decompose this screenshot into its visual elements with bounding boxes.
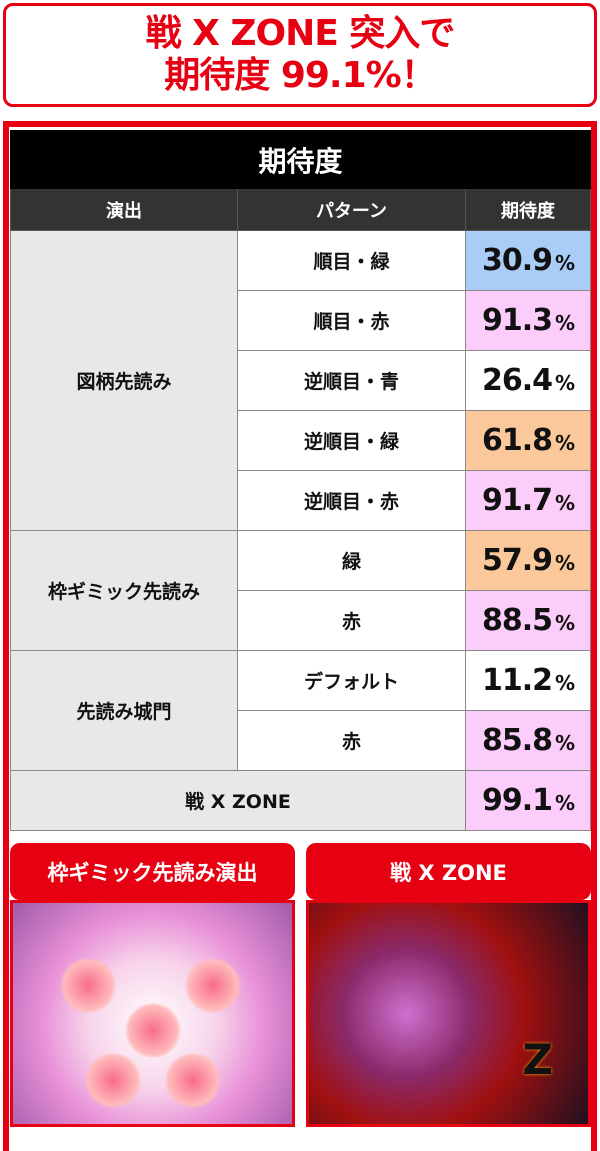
percent-sign: % bbox=[555, 371, 575, 395]
percent-sign: % bbox=[555, 251, 575, 275]
rate-cell: 11.2% bbox=[464, 650, 592, 711]
pattern-cell: 逆順目・赤 bbox=[237, 470, 466, 531]
effect-group-cell: 先読み城門 bbox=[10, 650, 238, 771]
percent-sign: % bbox=[555, 671, 575, 695]
screenshot-x-zone: Z bbox=[306, 900, 591, 1127]
headline-line2: 期待度 99.1%！ bbox=[164, 55, 436, 96]
rate-value: 57.9 bbox=[481, 543, 553, 578]
header-pattern: パターン bbox=[237, 188, 466, 231]
percent-sign: % bbox=[555, 611, 575, 635]
pattern-cell: 順目・赤 bbox=[237, 290, 466, 351]
rate-cell: 26.4% bbox=[464, 350, 592, 411]
rate-cell: 91.3% bbox=[464, 290, 592, 351]
effect-group-cell: 図柄先読み bbox=[10, 230, 238, 531]
percent-sign: % bbox=[555, 731, 575, 755]
table-row: 図柄先読み 順目・緑 30.9% bbox=[10, 230, 592, 531]
rate-cell: 61.8% bbox=[464, 410, 592, 471]
percent-sign: % bbox=[555, 551, 575, 575]
table-row: 赤 88.5% bbox=[11, 590, 592, 651]
pattern-cell: 逆順目・青 bbox=[237, 350, 466, 411]
pattern-cell: 順目・緑 bbox=[237, 230, 466, 291]
rate-value: 99.1 bbox=[481, 783, 553, 818]
expectation-table: 期待度 演出 パターン 期待度 図柄先読み 順目・緑 30.9% 順目・赤 91.3% 逆… bbox=[9, 130, 592, 831]
rate-value: 85.8 bbox=[481, 723, 553, 758]
table-row: 逆順目・赤 91.7% bbox=[11, 470, 592, 531]
headline-box: 戦 X ZONE 突入で 期待度 99.1%！ bbox=[3, 3, 597, 107]
table-row-final: 戦 X ZONE 99.1% bbox=[10, 770, 592, 831]
rate-cell: 57.9% bbox=[464, 530, 592, 591]
rate-value: 61.8 bbox=[481, 423, 553, 458]
rate-value: 91.7 bbox=[481, 483, 553, 518]
percent-sign: % bbox=[555, 311, 575, 335]
header-rate: 期待度 bbox=[464, 188, 592, 231]
rate-value: 26.4 bbox=[481, 363, 553, 398]
pattern-cell: 赤 bbox=[237, 590, 466, 651]
rate-cell: 30.9% bbox=[464, 230, 592, 291]
percent-sign: % bbox=[555, 491, 575, 515]
table-title: 期待度 bbox=[9, 130, 592, 189]
zone-logo-art: Z bbox=[522, 1035, 553, 1084]
rate-value: 91.3 bbox=[481, 303, 553, 338]
table-row: 先読み城門 デフォルト 11.2% bbox=[10, 650, 592, 771]
rate-cell: 85.8% bbox=[464, 710, 592, 771]
rate-value: 30.9 bbox=[481, 243, 553, 278]
caption-frame-gimmick: 枠ギミック先読み演出 bbox=[10, 843, 295, 900]
caption-x-zone: 戦 X ZONE bbox=[306, 843, 591, 900]
rate-cell: 99.1% bbox=[464, 770, 592, 831]
rate-cell: 88.5% bbox=[464, 590, 592, 651]
pattern-cell: デフォルト bbox=[237, 650, 466, 711]
table-row: 枠ギミック先読み緑 57.9% bbox=[10, 530, 592, 651]
percent-sign: % bbox=[555, 431, 575, 455]
headline-line1: 戦 X ZONE 突入で bbox=[145, 13, 456, 54]
effect-group-cell: 枠ギミック先読み bbox=[10, 530, 238, 651]
rate-value: 88.5 bbox=[481, 603, 553, 638]
rate-value: 11.2 bbox=[481, 663, 553, 698]
percent-sign: % bbox=[555, 791, 575, 815]
pattern-cell: 赤 bbox=[237, 710, 466, 771]
pattern-cell: 逆順目・緑 bbox=[237, 410, 466, 471]
effect-final-cell: 戦 X ZONE bbox=[10, 770, 466, 831]
content-frame bbox=[3, 121, 597, 1151]
header-effect: 演出 bbox=[10, 188, 238, 231]
rate-cell: 91.7% bbox=[464, 470, 592, 531]
table-row: 逆順目・青 26.4% bbox=[11, 350, 592, 411]
table-row: 赤 85.8% bbox=[11, 710, 592, 771]
screenshot-frame-gimmick bbox=[10, 900, 295, 1127]
pattern-cell: 緑 bbox=[237, 530, 466, 591]
